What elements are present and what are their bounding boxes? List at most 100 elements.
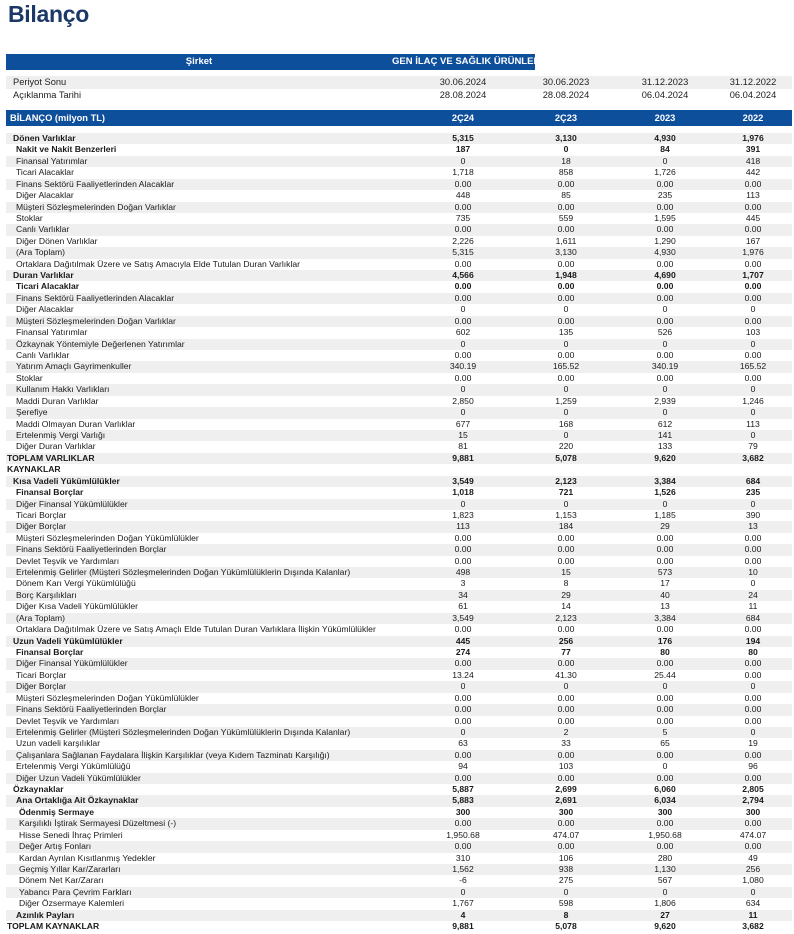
table-row: Diğer Finansal Yükümlülükler 0 0 0 0 [6, 498, 792, 510]
row-value: 0 [563, 498, 569, 509]
row-value: 721 [558, 487, 574, 498]
row-value: 0.00 [454, 281, 472, 292]
table-row: Ortaklara Dağıtılmak Üzere ve Satış Amaç… [6, 624, 792, 635]
row-value: 3,384 [654, 475, 676, 486]
table-row: Maddi Olmayan Duran Varlıklar 677 168 612 11… [6, 419, 792, 430]
row-value: 0.00 [656, 258, 674, 269]
row-value: 0.00 [744, 841, 762, 852]
row-value: 0 [563, 384, 569, 395]
row-value: 9,881 [452, 452, 474, 463]
row-value: 28.08.2024 [439, 90, 487, 101]
row-label: Finans Sektörü Faaliyetlerinden Borçlar [16, 544, 167, 555]
row-value: 0.00 [744, 224, 762, 235]
table-row: Dönem Karı Vergi Yükümlülüğü 3 8 17 0 [6, 578, 792, 589]
row-value: 300 [657, 806, 673, 817]
row-value: 1,526 [654, 487, 676, 498]
row-value: 0 [662, 407, 668, 418]
row-value: 0 [563, 144, 569, 155]
row-value: 4,930 [654, 133, 676, 143]
row-value: 4 [460, 909, 466, 920]
row-value: 0.00 [744, 669, 762, 680]
row-label: Canlı Varlıklar [16, 224, 70, 235]
row-label: (Ara Toplam) [16, 247, 66, 258]
row-value: 1,080 [742, 875, 764, 886]
row-value: 165.52 [552, 361, 580, 372]
row-value: 1,948 [555, 270, 577, 281]
row-value: 256 [745, 864, 761, 874]
row-value: 8 [563, 578, 569, 589]
row-value: 5 [662, 726, 668, 737]
row-value: 0.00 [557, 532, 575, 543]
row-value: 30.06.2024 [439, 77, 487, 87]
row-value: 0 [662, 681, 668, 692]
row-value: 0.00 [557, 749, 575, 760]
row-label: Devlet Teşvik ve Yardımları [16, 715, 120, 726]
table-row: Nakit ve Nakit Benzerleri 187 0 84 391 [6, 144, 792, 155]
table-row: Ticari Alacaklar 0.00 0.00 0.00 0.00 [6, 281, 792, 292]
row-value: 0 [750, 407, 756, 418]
row-label: Ortaklara Dağıtılmak Üzere ve Satış Amaç… [16, 624, 376, 635]
row-value: 0.00 [656, 224, 674, 235]
row-value: 0.00 [656, 350, 674, 361]
row-value: 31.12.2023 [641, 77, 689, 87]
row-label: Diğer Alacaklar [16, 190, 74, 201]
row-value: 27 [660, 909, 670, 920]
row-value: 1,246 [742, 395, 764, 406]
row-value: 300 [558, 806, 574, 817]
row-value: 1,976 [742, 133, 764, 143]
column-header: 2022 [742, 113, 764, 123]
row-label: Finans Sektörü Faaliyetlerinden Borçlar [16, 704, 167, 715]
row-value: 15 [561, 567, 571, 578]
row-value: 1,707 [742, 270, 764, 281]
row-value: 0.00 [557, 544, 575, 555]
row-value: 474.07 [739, 829, 767, 840]
row-value: 445 [745, 212, 761, 223]
row-value: 14 [561, 601, 571, 612]
table-header-band: BİLANÇO (milyon TL) 2Ç24 2Ç23 2023 2022 [6, 110, 792, 126]
table-row: TOPLAM KAYNAKLAR 9,881 5,078 9,620 3,682 [6, 921, 792, 932]
row-value: 77 [561, 646, 571, 657]
row-value: 0.00 [454, 350, 472, 361]
row-value: 0 [662, 761, 668, 772]
row-value: 2,794 [742, 795, 764, 806]
table-row: Ticari Borçlar 13.24 41.30 25.44 0.00 [6, 670, 792, 681]
column-header: 2Ç23 [554, 113, 578, 123]
row-value: 19 [748, 738, 758, 749]
row-value: 80 [748, 646, 758, 657]
table-row: Ertelenmiş Vergi Varlığı 15 0 141 0 [6, 429, 792, 442]
row-value: 0 [563, 304, 569, 315]
row-value: 567 [657, 875, 673, 886]
row-value: 1,976 [742, 247, 764, 258]
row-value: 0.00 [656, 818, 674, 829]
row-value: 0.00 [557, 201, 575, 212]
row-value: 0.00 [454, 749, 472, 760]
row-value: 0 [563, 429, 569, 440]
row-value: 0.00 [656, 658, 674, 669]
row-value: 8 [563, 909, 569, 920]
table-row: Finansal Yatırımlar 602 135 526 103 [6, 327, 792, 338]
row-value: 0 [460, 498, 466, 509]
row-value: 0.00 [557, 555, 575, 566]
row-value: 11 [748, 909, 758, 920]
row-label: Diğer Dönen Varlıklar [16, 235, 98, 246]
row-value: 274 [455, 646, 471, 657]
table-title: BİLANÇO (milyon TL) [10, 113, 106, 123]
row-value: 0.00 [656, 715, 674, 726]
table-row: Ticari Alacaklar 1,718 858 1,726 442 [6, 167, 792, 178]
table-row: Stoklar 0.00 0.00 0.00 0.00 [6, 373, 792, 384]
table-row: Yatırım Amaçlı Gayrimenkuller 340.19 165.5… [6, 361, 792, 373]
row-value: 29 [561, 589, 571, 600]
table-row: Devlet Teşvik ve Yardımları 0.00 0.00 0.00 0… [6, 716, 792, 727]
table-row: Diğer Özsermaye Kalemleri 1,767 598 1,806 63… [6, 898, 792, 909]
row-value [616, 464, 714, 475]
table-row: KAYNAKLAR [6, 464, 792, 475]
row-value: 80 [660, 646, 670, 657]
row-value: 13 [748, 521, 758, 532]
row-value: 1,259 [555, 395, 577, 406]
row-label: Borç Karşılıkları [16, 589, 77, 600]
row-value: 0.00 [744, 658, 762, 669]
table-row: (Ara Toplam) 5,315 3,130 4,930 1,976 [6, 247, 792, 259]
row-value: 0.00 [557, 658, 575, 669]
row-value: 63 [458, 738, 468, 749]
row-value: 0.00 [557, 692, 575, 703]
